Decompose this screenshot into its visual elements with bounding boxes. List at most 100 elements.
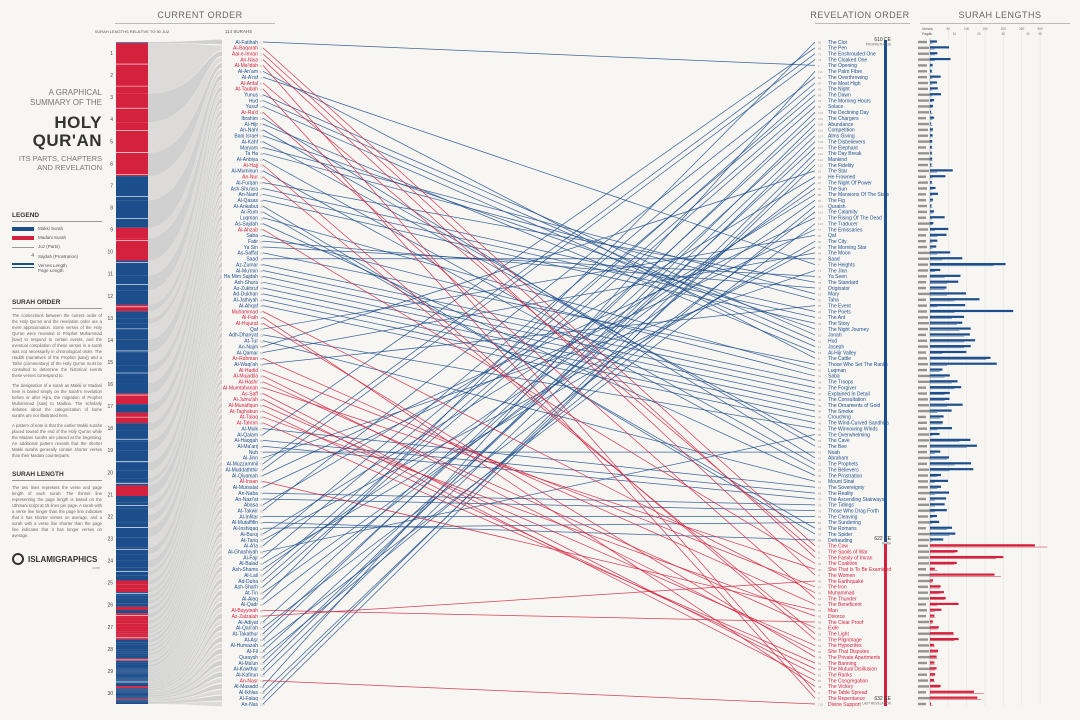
verse-tick: 100 (964, 27, 970, 31)
current-surah-number: 35 (260, 240, 264, 244)
juz-number: 24 (107, 559, 113, 565)
current-surah-name: Al-Ghashiyah (228, 549, 258, 555)
current-surah-number: 75 (260, 474, 264, 478)
current-surah-name: Ad-Dukhan (233, 292, 258, 298)
verse-length-bar (930, 222, 934, 225)
verse-length-bar (930, 350, 967, 354)
connection-line (262, 358, 816, 605)
revelation-number: 82 (818, 515, 822, 519)
verse-tick: 250 (1019, 27, 1025, 31)
current-surah-name: As-Saffat (238, 251, 259, 257)
juz-number: 22 (107, 514, 113, 520)
arabic-name-glyph (918, 181, 928, 184)
arabic-name-glyph (918, 111, 929, 114)
current-surah-number: 114 (260, 703, 265, 707)
current-surah-name: Ha Mim Sajdah (224, 274, 258, 280)
revelation-number: 20 (818, 298, 822, 302)
current-surah-name: Maryam (240, 145, 258, 151)
current-surah-name: Al-Mujadila (233, 374, 258, 380)
revelation-surah-name: Joseph (828, 344, 844, 350)
current-surah-number: 57 (260, 369, 264, 373)
connection-lines (262, 41, 816, 705)
arabic-name-glyph (918, 210, 927, 214)
verse-length-bar (930, 116, 935, 119)
revelation-number: 44 (818, 410, 822, 414)
verse-length-bar (930, 673, 936, 676)
revelation-surah-name: Saba (828, 374, 840, 380)
verse-length-bar (930, 503, 945, 506)
connection-line (262, 176, 816, 634)
current-surah-name: Al-Kafirun (236, 673, 258, 679)
current-surah-name: Ar-Rahman (232, 356, 258, 362)
revelation-number: 15 (818, 351, 822, 355)
arabic-name-glyph (918, 380, 930, 383)
juz-bar-segment (116, 580, 148, 585)
juz-bar-segment (116, 623, 148, 627)
revelation-number: 17 (818, 328, 822, 332)
arabic-name-glyph (918, 404, 929, 407)
connection-line (262, 293, 816, 412)
verse-length-bar (930, 532, 956, 535)
current-surah-name: Al-Falaq (239, 696, 258, 702)
current-surah-number: 41 (260, 275, 264, 279)
logo-name: ISLAMIGRAPHICS (28, 554, 98, 564)
juz-number: 30 (107, 691, 113, 697)
revelation-surah-name: Taha (828, 298, 839, 304)
revelation-surah-name: The Cattle (828, 356, 851, 362)
verse-length-bar (930, 473, 941, 477)
arabic-name-glyph (918, 609, 927, 612)
verse-length-bar (930, 157, 933, 160)
revelation-number: 96 (818, 41, 822, 45)
revelation-surah-name: The Event (828, 303, 851, 309)
arabic-name-glyph (918, 351, 926, 354)
revelation-number: 32 (818, 474, 822, 478)
page-tick: 45 (1038, 32, 1042, 36)
current-surah-name: Ad-Duha (238, 579, 258, 585)
current-surah-number: 43 (260, 287, 264, 291)
arabic-name-glyph (918, 204, 927, 208)
verse-length-bar (930, 444, 977, 447)
verse-length-bar (930, 386, 962, 389)
current-surah-number: 44 (260, 293, 264, 297)
islamigraphics-logo: ISLAMIGRAPHICS (12, 553, 102, 565)
juz-fan-band (148, 643, 222, 694)
title-line4: AND REVELATION (37, 163, 102, 172)
revelation-surah-name: The Sovereignty (828, 485, 865, 491)
verse-length-bar (930, 427, 952, 430)
current-surah-name: Al-Hujurat (236, 321, 259, 327)
title-line1: A GRAPHICAL (48, 88, 102, 97)
juz-number: 16 (107, 382, 113, 388)
current-surah-name: Bani Israel (234, 134, 258, 140)
current-surah-number: 21 (260, 158, 264, 162)
connection-line (262, 135, 816, 330)
revelation-number: 112 (818, 164, 823, 168)
juz-number: 3 (110, 95, 113, 101)
current-surah-name: Al-Ahzab (238, 227, 259, 233)
juz-bar-segment (116, 655, 148, 658)
verse-length-bar (930, 485, 941, 488)
arabic-name-glyph (918, 198, 926, 202)
current-surah-number: 33 (260, 228, 264, 232)
current-surah-number: 6 (260, 70, 262, 74)
revelation-surah-name: The Women (828, 573, 855, 579)
revelation-surah-name: Exile (828, 626, 839, 632)
revelation-surah-name: Abraham (828, 456, 848, 462)
current-surah-name: Qaf (250, 327, 259, 333)
connection-line (262, 217, 816, 371)
juz-number: 28 (107, 647, 113, 653)
revelation-number: 70 (818, 498, 822, 502)
logo-mark-icon (12, 553, 24, 565)
revelation-number: 11 (818, 339, 821, 343)
current-surah-name: Al-Haqqah (234, 438, 258, 444)
revelation-surah-name: Crouching (828, 415, 851, 421)
current-surah-name: At-Tur (244, 339, 258, 345)
page-tick: 20 (977, 32, 981, 36)
juz-bar-segment (116, 670, 148, 672)
revelation-number: 84 (818, 521, 822, 525)
verse-length-bar (930, 421, 943, 424)
current-surah-name: Al-Buruj (240, 532, 258, 538)
arabic-name-glyph (918, 64, 927, 67)
title-subtitle: ITS PARTS, CHAPTERS AND REVELATION (12, 154, 102, 172)
verse-length-bar (930, 227, 949, 231)
arabic-name-glyph (918, 503, 929, 507)
